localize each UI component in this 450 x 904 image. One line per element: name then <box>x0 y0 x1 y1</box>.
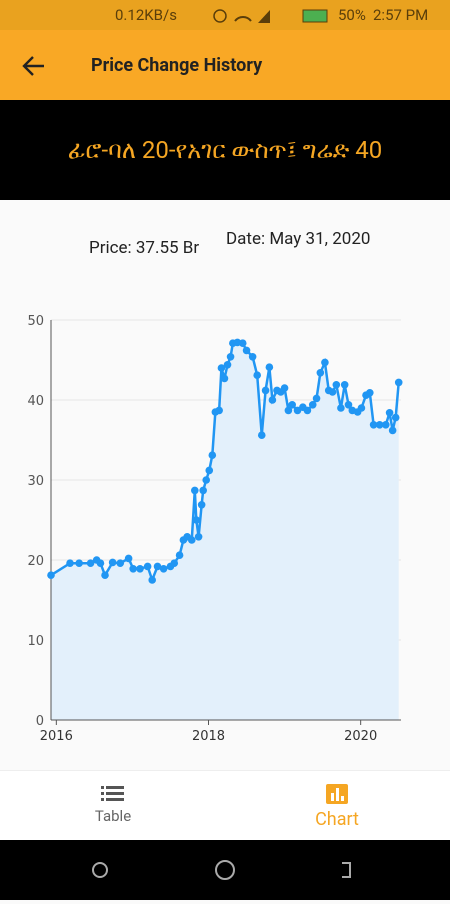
point <box>366 389 374 397</box>
area <box>51 342 399 720</box>
point <box>202 476 211 484</box>
point <box>257 431 266 439</box>
net-speed: 0.12KB/s <box>115 6 177 24</box>
point <box>129 565 137 573</box>
point <box>170 559 179 567</box>
point <box>253 371 261 379</box>
chart-tab[interactable]: Chart <box>287 783 387 830</box>
selected-date: Date: May 31, 2020 <box>226 229 371 249</box>
point <box>86 559 95 567</box>
selected-price: Price: 37.55 Br <box>89 238 200 258</box>
clock: 2:57 PM <box>373 6 429 24</box>
point <box>226 353 235 361</box>
point <box>143 562 152 571</box>
point <box>369 421 378 429</box>
x-tick-label: 2018 <box>192 729 225 744</box>
point <box>220 374 229 383</box>
point <box>223 361 232 369</box>
table-tab[interactable]: Table <box>63 783 163 825</box>
point <box>96 559 105 567</box>
table-tab-label: Table <box>94 807 132 825</box>
point <box>340 381 349 389</box>
point <box>153 562 162 571</box>
system-nav <box>0 840 450 900</box>
point <box>332 381 341 389</box>
point <box>344 401 353 409</box>
point <box>388 426 397 435</box>
point <box>248 353 257 361</box>
point <box>192 516 201 524</box>
point <box>205 466 214 475</box>
bottom-nav: Table Chart <box>0 770 450 841</box>
point <box>136 565 144 573</box>
y-tick-label: 0 <box>36 714 44 729</box>
point <box>385 409 394 417</box>
point <box>321 358 329 367</box>
point <box>116 559 125 567</box>
back-button[interactable] <box>22 54 46 78</box>
point <box>75 559 83 567</box>
point <box>124 554 133 563</box>
y-tick-label: 30 <box>27 474 44 489</box>
point <box>280 384 289 392</box>
list-icon <box>101 786 124 801</box>
y-tick-label: 20 <box>27 554 44 569</box>
point <box>265 363 274 371</box>
point <box>303 406 312 415</box>
status-bar: 0.12KB/s 50% 2:57 PM <box>0 0 450 30</box>
x-tick-label: 2020 <box>344 729 377 744</box>
point <box>394 378 403 387</box>
system-nav-icons <box>92 860 351 880</box>
app-bar-title: Price Change History <box>91 55 263 76</box>
point <box>197 501 206 509</box>
point <box>268 396 277 404</box>
point <box>159 565 168 573</box>
point <box>175 551 184 559</box>
point <box>66 559 74 567</box>
point <box>148 576 156 584</box>
point <box>391 413 400 422</box>
battery-level: 50% <box>338 6 366 24</box>
chart-tab-label: Chart <box>315 809 359 830</box>
y-tick-label: 10 <box>27 634 44 649</box>
point <box>316 369 325 377</box>
point <box>375 421 384 429</box>
point <box>337 404 345 412</box>
point <box>238 339 247 347</box>
point <box>47 571 55 579</box>
point <box>328 388 337 396</box>
point <box>261 386 270 395</box>
point <box>101 571 109 579</box>
y-tick-label: 40 <box>27 394 44 409</box>
price-chart: 0 10 20 30 40 50 2016 2018 2020 <box>27 314 403 744</box>
point <box>381 421 390 429</box>
point <box>312 394 321 403</box>
point <box>308 401 317 409</box>
point <box>357 404 366 412</box>
chart-icon <box>326 784 348 804</box>
app-bar: Price Change History <box>0 30 450 100</box>
point <box>108 558 117 567</box>
product-banner: ፊሮ-ባለ 20-የአገር ውስጥ፤ ግሬድ 40 <box>0 100 450 200</box>
x-tick-label: 2016 <box>40 729 73 744</box>
point <box>217 364 226 372</box>
point <box>187 536 196 544</box>
point <box>215 406 223 415</box>
point <box>194 533 203 541</box>
point <box>208 451 217 459</box>
point <box>288 401 296 409</box>
product-title: ፊሮ-ባለ 20-የአገር ውስጥ፤ ግሬድ 40 <box>67 136 383 164</box>
point <box>199 486 207 495</box>
status-icons <box>213 9 328 23</box>
point <box>242 346 251 355</box>
point <box>191 486 199 495</box>
point <box>284 406 293 415</box>
y-tick-label: 50 <box>27 314 44 329</box>
